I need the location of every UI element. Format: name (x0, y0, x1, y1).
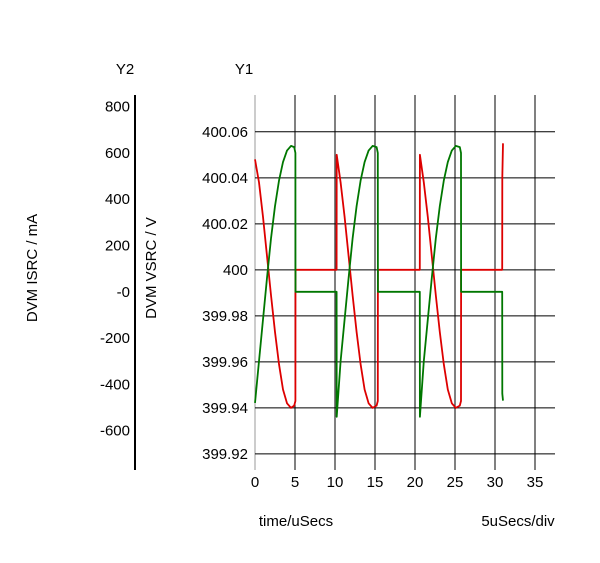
y1-tick-label: 400.02 (202, 216, 248, 233)
y1-axis-title: DVM VSRC / V (143, 217, 160, 319)
y2-header-label: Y2 (116, 61, 134, 78)
y2-tick-label: 400 (105, 191, 130, 208)
x-scale-label: 5uSecs/div (481, 513, 555, 530)
y2-tick-label: -200 (100, 330, 130, 347)
y2-axis-title: DVM ISRC / mA (24, 214, 41, 322)
y2-tick-label: -0 (117, 284, 130, 301)
y2-tick-label: 600 (105, 145, 130, 162)
series-lines (254, 143, 504, 418)
x-axis-title: time/uSecs (259, 513, 333, 530)
y1-tick-label: 399.96 (202, 354, 248, 371)
y2-tick-label: 800 (105, 99, 130, 116)
y2-tick-label: -400 (100, 376, 130, 393)
y1-tick-label: 399.98 (202, 308, 248, 325)
y1-tick-label: 400.04 (202, 170, 248, 187)
y1-header-label: Y1 (235, 61, 253, 78)
x-tick-label: 15 (367, 474, 384, 491)
x-tick-label: 30 (487, 474, 504, 491)
x-tick-label: 5 (291, 474, 299, 491)
x-tick-label: 35 (527, 474, 544, 491)
x-tick-label: 10 (327, 474, 344, 491)
y2-axis: 800 600 400 200 -0 -200 -400 -600 (100, 95, 136, 470)
y1-tick-label: 400.06 (202, 124, 248, 141)
y1-tick-label: 399.94 (202, 400, 248, 417)
grid-lines (254, 95, 555, 470)
x-tick-labels: 0 5 10 15 20 25 30 35 (251, 474, 544, 491)
series-line-dvm-vsrc (254, 143, 504, 409)
x-tick-label: 20 (407, 474, 424, 491)
y1-tick-label: 400 (223, 262, 248, 279)
x-tick-label: 25 (447, 474, 464, 491)
series-line-dvm-isrc (254, 144, 504, 418)
y2-tick-label: -600 (100, 423, 130, 440)
y2-tick-label: 200 (105, 237, 130, 254)
y1-tick-label: 399.92 (202, 446, 248, 463)
y1-tick-labels: 399.92 399.94 399.96 399.98 400 400.02 400.04 4… (202, 124, 248, 463)
x-tick-label: 0 (251, 474, 259, 491)
